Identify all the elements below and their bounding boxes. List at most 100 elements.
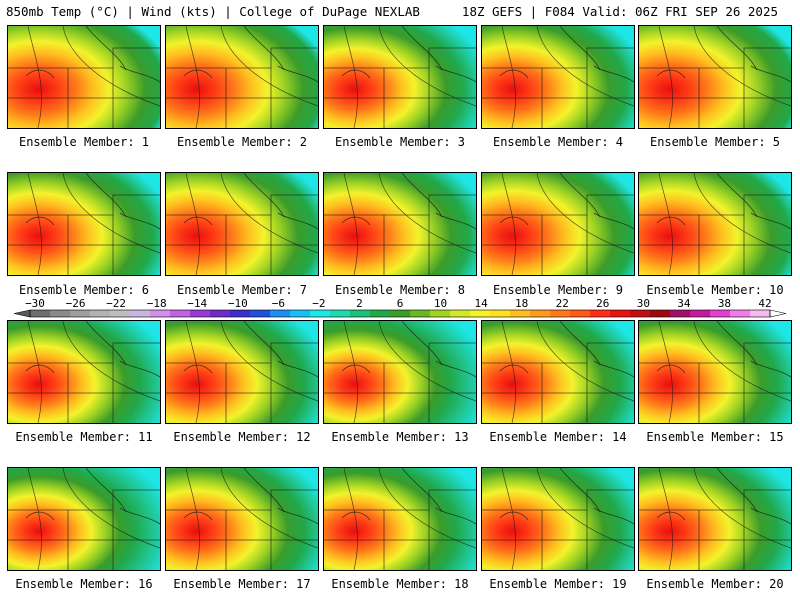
ensemble-member-map (481, 172, 635, 276)
color-scale-tick: 2 (356, 297, 363, 310)
ensemble-member-map (638, 25, 792, 129)
ensemble-member-label: Ensemble Member: 17 (173, 577, 311, 591)
chart-title: 850mb Temp (°C) | Wind (kts) | College o… (6, 4, 420, 19)
color-scale-tick: 10 (433, 297, 448, 310)
wind-streamline (25, 69, 55, 79)
coastline (750, 507, 791, 525)
color-scale-swatch (110, 310, 131, 317)
temperature-map (324, 321, 476, 423)
wind-streamline (656, 216, 686, 226)
temperature-map (8, 468, 160, 570)
ensemble-member-label: Ensemble Member: 18 (331, 577, 469, 591)
state-border (8, 47, 160, 69)
ensemble-member-map (481, 467, 635, 571)
color-scale-swatch (710, 310, 731, 317)
wind-streamline (656, 511, 686, 521)
isotherm-contour (693, 26, 791, 107)
lake-shoreline (559, 321, 601, 366)
temperature-field (324, 321, 476, 423)
color-scale-tick: 34 (677, 297, 691, 310)
ensemble-member-label: Ensemble Member: 8 (334, 283, 466, 297)
lake-shoreline (85, 26, 127, 71)
coastline (593, 360, 634, 378)
state-border (166, 194, 318, 216)
lake-shoreline (559, 173, 601, 218)
lake-shoreline (401, 468, 443, 513)
ensemble-member-label: Ensemble Member: 3 (334, 135, 466, 149)
isotherm-contour (693, 468, 791, 549)
isotherm-contour (62, 173, 160, 254)
isotherm-contour (220, 26, 318, 107)
lake-shoreline (716, 321, 758, 366)
color-scale-swatch (690, 310, 711, 317)
isotherm-contour (220, 468, 318, 549)
wind-streamline (656, 364, 686, 374)
isotherm-contour (501, 321, 516, 423)
isotherm-contour (378, 173, 476, 254)
isotherm-contour (658, 173, 673, 275)
ensemble-member-label: Ensemble Member: 16 (15, 577, 153, 591)
ensemble-member-label: Ensemble Member: 9 (492, 283, 624, 297)
ensemble-member-label: Ensemble Member: 2 (176, 135, 308, 149)
coastline (593, 65, 634, 83)
temperature-map (324, 468, 476, 570)
ensemble-member-label: Ensemble Member: 4 (492, 135, 624, 149)
isotherm-contour (27, 173, 42, 275)
scale-low-arrow (13, 309, 31, 318)
isotherm-contour (378, 468, 476, 549)
isotherm-contour (658, 26, 673, 128)
temperature-map (639, 26, 791, 128)
color-scale-swatch (290, 310, 311, 317)
temperature-field (8, 321, 160, 423)
isotherm-contour (343, 321, 358, 423)
isotherm-contour (658, 321, 673, 423)
lake-shoreline (716, 173, 758, 218)
color-scale-tick: 18 (515, 297, 529, 310)
temperature-field (482, 173, 634, 275)
temperature-field (8, 468, 160, 570)
temperature-map (166, 321, 318, 423)
isotherm-contour (27, 26, 42, 128)
isotherm-contour (658, 468, 673, 570)
temperature-color-scale (13, 309, 787, 318)
color-scale-swatch (730, 310, 751, 317)
state-border (166, 47, 318, 69)
coastline (277, 65, 318, 83)
temperature-field (639, 26, 791, 128)
isotherm-contour (536, 26, 634, 107)
color-scale-swatch (50, 310, 71, 317)
isotherm-contour (501, 468, 516, 570)
color-scale-tick: −14 (187, 297, 208, 310)
state-border (639, 47, 791, 69)
color-scale-tick: −10 (227, 297, 248, 310)
state-border (482, 489, 634, 511)
color-scale-swatch (270, 310, 291, 317)
color-scale-tick-labels: −30 −26 −22 −18 −14 −10 −6 −2 2 6 10 14 18 22 26 30 34 38… (0, 297, 800, 310)
temperature-field (639, 173, 791, 275)
wind-streamline (341, 511, 371, 521)
wind-streamline (499, 216, 529, 226)
coastline (750, 65, 791, 83)
color-scale-swatch (510, 310, 531, 317)
temperature-map (639, 468, 791, 570)
isotherm-contour (343, 468, 358, 570)
color-scale-swatch (150, 310, 171, 317)
temperature-map (8, 173, 160, 275)
color-scale-swatch (210, 310, 231, 317)
lake-shoreline (243, 468, 285, 513)
temperature-map (482, 321, 634, 423)
coastline (435, 360, 476, 378)
ensemble-member-label: Ensemble Member: 20 (646, 577, 784, 591)
temperature-map (324, 173, 476, 275)
ensemble-member-map (165, 467, 319, 571)
ensemble-member-map (7, 172, 161, 276)
run-valid-time: 18Z GEFS | F084 Valid: 06Z FRI SEP 26 20… (461, 4, 778, 19)
lake-shoreline (243, 26, 285, 71)
ensemble-member-map (638, 320, 792, 424)
coastline (119, 360, 160, 378)
coastline (119, 507, 160, 525)
isotherm-contour (27, 468, 42, 570)
ensemble-member-map (323, 320, 477, 424)
color-scale-outline (29, 309, 771, 318)
ensemble-member-map (7, 467, 161, 571)
